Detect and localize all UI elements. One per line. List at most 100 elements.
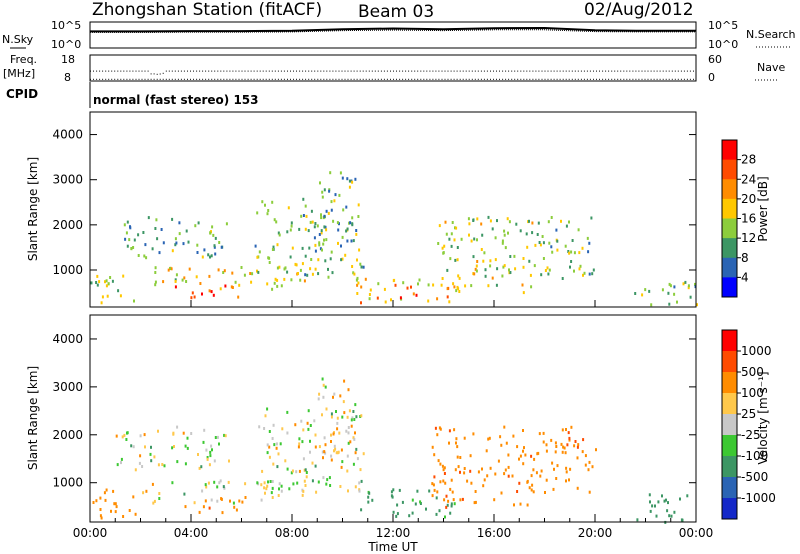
nave-point — [429, 78, 431, 80]
freq-point — [602, 70, 604, 72]
nave-point — [662, 78, 664, 80]
echo-cell — [276, 243, 279, 247]
freq-point — [486, 70, 488, 72]
echo-cell — [516, 445, 519, 449]
echo-cell — [320, 213, 322, 217]
echo-cell — [345, 229, 348, 233]
echo-cell — [447, 499, 450, 503]
echo-cell — [332, 395, 334, 399]
nave-point — [129, 78, 131, 80]
echo-cell — [330, 208, 333, 212]
echo-cell — [342, 400, 345, 404]
echo-cell — [337, 241, 339, 245]
freq-point — [293, 70, 294, 72]
nave-point — [205, 78, 207, 80]
echo-cell — [160, 228, 163, 231]
echo-cell — [323, 214, 326, 218]
nave-point — [99, 78, 101, 80]
echo-cell — [509, 255, 512, 258]
freq-point — [644, 70, 646, 72]
echo-cell — [583, 271, 586, 275]
echo-cell — [540, 469, 543, 473]
echo-cell — [308, 246, 311, 250]
echo-cell — [241, 500, 244, 504]
nave-point — [677, 78, 679, 80]
echo-cell — [311, 220, 314, 224]
echo-cell — [271, 437, 274, 440]
echo-cell — [128, 509, 131, 512]
freq-point — [332, 70, 334, 72]
freq-panel: Freq. [MHz] 18 8 60 0 Nave — [3, 53, 785, 84]
echo-cell — [174, 237, 177, 241]
echo-cell — [266, 484, 269, 488]
echo-cell — [448, 429, 451, 433]
nave-point — [105, 78, 107, 80]
freq-point — [117, 70, 119, 72]
freq-point — [432, 70, 434, 72]
echo-cell — [497, 459, 500, 463]
freq-point — [262, 70, 264, 72]
echo-cell — [254, 244, 257, 248]
nave-point — [305, 78, 307, 80]
nave-point — [544, 78, 546, 80]
freq-point — [265, 70, 267, 72]
echo-cell — [313, 419, 316, 423]
echo-cell — [415, 293, 418, 297]
echo-cell — [228, 459, 230, 463]
echo-cell — [214, 236, 217, 240]
echo-cell — [494, 258, 497, 262]
echo-cell — [324, 259, 327, 263]
echo-cell — [568, 220, 570, 224]
nave-point — [459, 78, 461, 80]
echo-cell — [188, 267, 191, 271]
nave-point — [465, 78, 467, 80]
echo-cell — [260, 498, 263, 502]
echo-cell — [455, 441, 457, 445]
cpid-panel: CPID normal (fast stereo) 153 — [6, 82, 259, 108]
echo-cell — [158, 251, 161, 255]
echo-cell — [272, 245, 275, 249]
echo-cell — [501, 239, 504, 243]
freq-point — [105, 70, 107, 72]
echo-cell — [398, 488, 401, 492]
echo-cell — [445, 505, 448, 509]
nave-point — [611, 78, 613, 80]
echo-cell — [297, 272, 299, 275]
echo-cell — [360, 285, 363, 289]
echo-cell — [199, 282, 202, 285]
echo-cell — [503, 229, 506, 233]
echo-cell — [194, 224, 197, 228]
echo-cell — [271, 496, 274, 499]
echo-cell — [196, 251, 199, 254]
echo-cell — [433, 475, 436, 479]
echo-cell — [451, 490, 454, 494]
echo-cell — [318, 233, 321, 236]
nave-point — [517, 78, 519, 80]
echo-cell — [541, 235, 544, 238]
echo-cell — [195, 275, 198, 279]
echo-cell — [304, 204, 307, 208]
freq-point — [405, 70, 407, 72]
echo-cell — [178, 232, 181, 236]
echo-cell — [344, 253, 347, 257]
nave-point — [447, 78, 449, 80]
freq-point — [550, 70, 552, 72]
nave-point — [123, 78, 125, 80]
freq-point — [347, 70, 349, 72]
echo-cell — [288, 487, 291, 491]
freq-point — [153, 73, 155, 75]
freq-point — [647, 70, 649, 72]
echo-cell — [351, 416, 354, 420]
echo-cell — [519, 502, 522, 506]
echo-cell — [364, 277, 367, 281]
echo-cell — [349, 440, 352, 444]
echo-cell — [171, 249, 174, 253]
echo-cell — [448, 441, 450, 445]
nave-point — [417, 78, 419, 80]
echo-cell — [158, 497, 161, 500]
echo-cell — [220, 497, 223, 501]
echo-cell — [223, 486, 226, 490]
echo-cell — [352, 462, 355, 466]
echo-cell — [473, 501, 476, 505]
echo-cell — [438, 509, 441, 513]
